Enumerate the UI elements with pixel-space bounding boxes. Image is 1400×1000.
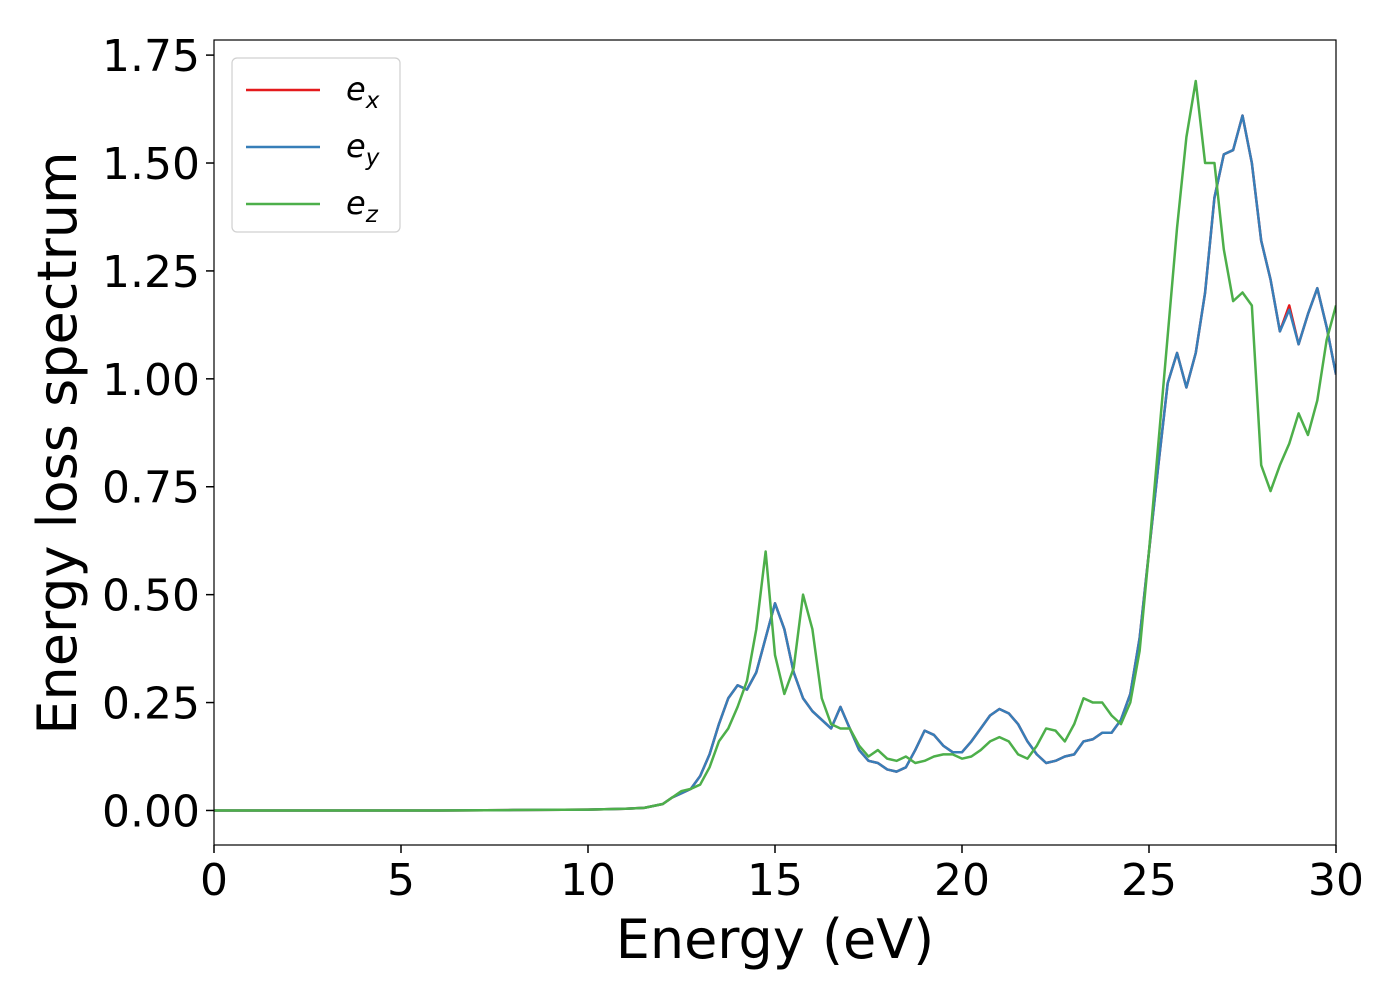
series-line [214, 79, 1336, 812]
legend: ex ey ez [231, 57, 401, 233]
y-tick-label: 0.00 [102, 786, 200, 837]
y-tick-label: 1.75 [102, 31, 200, 82]
y-tick-label: 0.75 [102, 463, 200, 514]
plot-frame [213, 39, 1337, 846]
y-tick-label: 1.00 [102, 355, 200, 406]
legend-label: ez [346, 184, 379, 228]
legend-label: ex [346, 70, 380, 114]
x-axis-label: Energy (eV) [616, 908, 935, 971]
y-tick-label: 1.50 [102, 139, 200, 190]
legend-label: ey [346, 127, 380, 171]
x-tick-label: 20 [934, 855, 990, 906]
y-tick-label: 0.50 [102, 571, 200, 622]
y-axis-label: Energy loss spectrum [26, 151, 89, 734]
x-tick-label: 25 [1121, 855, 1177, 906]
y-tick-label: 1.25 [102, 247, 200, 298]
series-line [214, 114, 1336, 812]
x-tick-label: 15 [747, 855, 803, 906]
x-tick-label: 5 [387, 855, 415, 906]
x-tick-label: 30 [1308, 855, 1364, 906]
x-tick-label: 10 [560, 855, 616, 906]
y-tick-label: 0.25 [102, 679, 200, 730]
legend-box [231, 57, 401, 233]
x-tick-label: 0 [200, 855, 228, 906]
